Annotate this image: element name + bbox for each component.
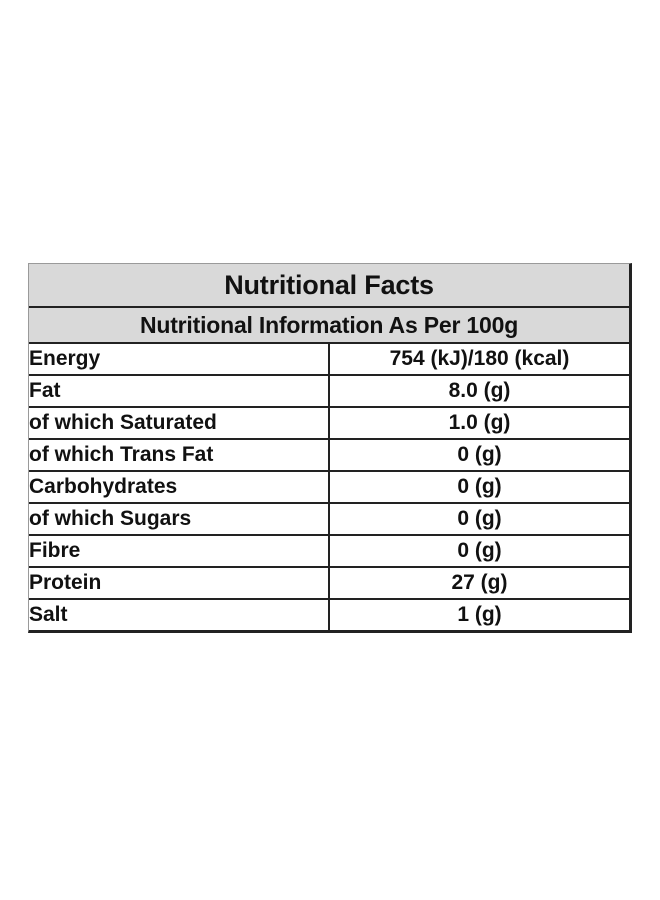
nutrient-value: 0 (g)	[329, 535, 629, 568]
table-row: of which Saturated 1.0 (g)	[29, 407, 629, 440]
nutrition-facts-panel: Nutritional Facts Nutritional Informatio…	[28, 263, 632, 633]
nutrient-value: 27 (g)	[329, 567, 629, 600]
table-row: Fibre 0 (g)	[29, 535, 629, 568]
nutrient-value: 0 (g)	[329, 503, 629, 536]
nutrition-subtitle: Nutritional Information As Per 100g	[29, 308, 629, 344]
nutrient-value: 0 (g)	[329, 439, 629, 472]
nutrient-name: of which Sugars	[29, 503, 330, 536]
nutrient-name: Protein	[29, 567, 330, 600]
nutrient-name: Energy	[29, 344, 330, 376]
nutrient-value: 1.0 (g)	[329, 407, 629, 440]
nutrition-table: Energy 754 (kJ)/180 (kcal) Fat 8.0 (g) o…	[29, 344, 629, 630]
table-row: Energy 754 (kJ)/180 (kcal)	[29, 344, 629, 376]
nutrient-value: 0 (g)	[329, 471, 629, 504]
nutrient-name: Salt	[29, 599, 330, 630]
nutrition-title: Nutritional Facts	[29, 264, 629, 308]
nutrient-name: Fibre	[29, 535, 330, 568]
table-row: Salt 1 (g)	[29, 599, 629, 630]
table-row: Protein 27 (g)	[29, 567, 629, 600]
nutrient-value: 8.0 (g)	[329, 375, 629, 408]
nutrient-value: 754 (kJ)/180 (kcal)	[329, 344, 629, 376]
table-row: of which Trans Fat 0 (g)	[29, 439, 629, 472]
nutrient-name: of which Saturated	[29, 407, 330, 440]
table-row: of which Sugars 0 (g)	[29, 503, 629, 536]
nutrient-name: Carbohydrates	[29, 471, 330, 504]
nutrient-value: 1 (g)	[457, 603, 502, 626]
nutrient-name: Fat	[29, 375, 330, 408]
table-row: Carbohydrates 0 (g)	[29, 471, 629, 504]
table-row: Fat 8.0 (g)	[29, 375, 629, 408]
nutrient-name: of which Trans Fat	[29, 439, 330, 472]
